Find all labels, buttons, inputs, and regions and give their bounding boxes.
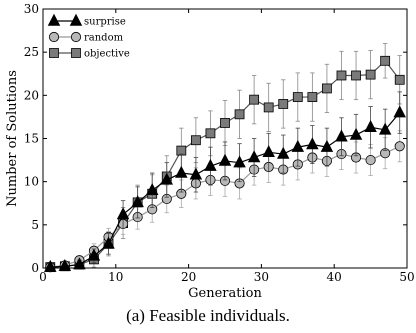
legend-label: random (84, 33, 124, 44)
legend-marker (69, 13, 83, 26)
data-point (233, 155, 246, 168)
data-point (189, 167, 203, 180)
data-point (131, 195, 144, 208)
y-axis-label: Number of Solutions (5, 70, 20, 207)
data-point (116, 207, 130, 220)
data-point (394, 141, 405, 152)
data-point (351, 70, 361, 81)
data-point (263, 102, 274, 113)
data-point (220, 118, 230, 128)
data-point (292, 92, 303, 102)
data-point (73, 257, 86, 270)
data-point (393, 105, 406, 118)
data-point (365, 155, 376, 166)
y-tick-label: 25 (24, 45, 39, 59)
y-tick-label: 5 (31, 218, 39, 232)
chart: 0 10 20 30 40 50 0 5 10 15 20 25 30 Generation Number … (5, 2, 415, 301)
legend-marker (71, 48, 81, 58)
y-tick-label: 30 (24, 2, 39, 16)
x-tick-label: 0 (39, 270, 47, 284)
data-point (44, 259, 57, 272)
x-tick-label: 30 (254, 270, 269, 284)
axes: 0 10 20 30 40 50 0 5 10 15 20 25 30 Generation Number … (5, 2, 415, 301)
legend-label: objective (84, 49, 130, 60)
legend-marker (70, 31, 82, 43)
x-tick-label: 20 (181, 270, 196, 284)
figure-caption: (a) Feasible individuals. (126, 306, 290, 325)
data-point (394, 74, 405, 85)
data-point (247, 150, 261, 163)
data-point (87, 248, 101, 261)
data-point (365, 69, 376, 80)
data-point (277, 146, 290, 159)
legend-entry-random: random (48, 31, 124, 44)
data-point (378, 122, 392, 135)
legend-marker (49, 48, 59, 58)
y-tick-label: 0 (31, 261, 39, 275)
data-point (160, 172, 173, 185)
data-point (249, 94, 260, 105)
legend: surprise random objective (47, 13, 130, 60)
data-point (307, 92, 318, 102)
data-point (204, 158, 217, 171)
data-point (291, 139, 305, 152)
data-point (306, 137, 319, 150)
y-tick-label: 20 (24, 88, 39, 102)
x-tick-label: 50 (399, 270, 414, 284)
data-point (234, 109, 245, 120)
data-point (175, 165, 188, 178)
data-point (320, 139, 334, 152)
y-tick-label: 10 (24, 175, 39, 189)
data-point (322, 83, 332, 94)
data-point (102, 236, 115, 249)
data-point (262, 145, 275, 158)
data-point (218, 153, 232, 166)
legend-entry-objective: objective (49, 48, 130, 60)
data-point (364, 119, 377, 133)
data-point (380, 55, 391, 66)
data-point (205, 128, 216, 139)
data-point (145, 183, 159, 196)
plot-area (44, 43, 406, 273)
data-point (336, 70, 347, 81)
legend-entry-surprise: surprise (47, 13, 126, 28)
y-tick-label: 15 (24, 132, 39, 146)
series-surprise (44, 91, 406, 272)
data-point (349, 127, 363, 140)
x-axis-label: Generation (188, 286, 262, 301)
legend-label: surprise (84, 17, 126, 28)
data-point (335, 129, 348, 142)
legend-marker (48, 31, 60, 43)
data-point (190, 135, 201, 146)
legend-marker (47, 13, 61, 26)
x-tick-label: 40 (327, 270, 342, 284)
x-tick-label: 10 (108, 270, 123, 284)
data-point (278, 99, 289, 109)
